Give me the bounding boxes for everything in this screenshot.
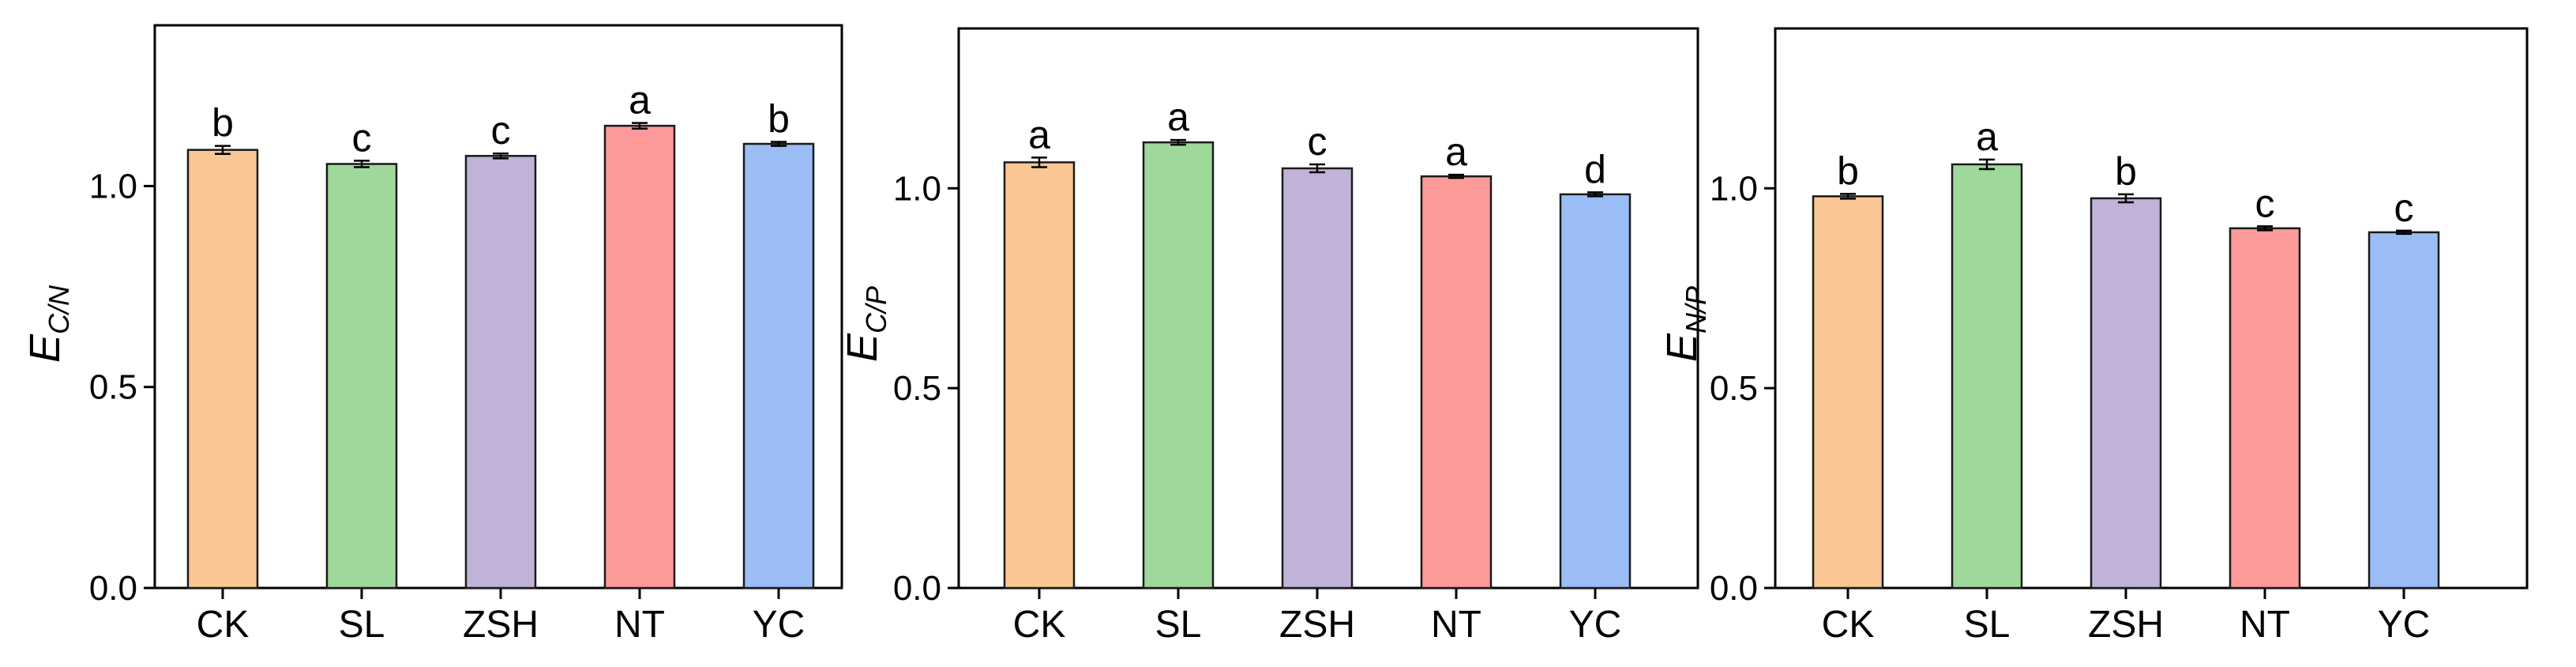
x-tick-label-sl: SL xyxy=(1964,604,2011,646)
y-tick-label: 0.0 xyxy=(893,569,941,608)
significance-label-yc: c xyxy=(2394,186,2414,230)
error-bar-sl xyxy=(1170,138,1186,146)
y-tick-label: 1.0 xyxy=(89,167,137,205)
significance-label-zsh: c xyxy=(491,108,511,153)
chart-panel-1: 0.0 0.5 1.0 b CK c SL c ZSH a NT b YC EC/N xyxy=(21,24,843,646)
y-tick-label: 0.5 xyxy=(89,368,137,407)
bar-yc xyxy=(1559,193,1632,590)
x-tick-label-sl: SL xyxy=(1155,604,1202,646)
y-axis-title: EN/P xyxy=(1658,286,1712,362)
significance-label-nt: a xyxy=(629,78,651,122)
bar-zsh xyxy=(1281,167,1354,590)
x-tick-label-sl: SL xyxy=(339,604,385,646)
error-bar-nt xyxy=(2257,225,2273,232)
error-bar-zsh xyxy=(1309,163,1325,174)
significance-label-zsh: b xyxy=(2115,149,2137,194)
error-bar-ck xyxy=(215,145,231,155)
y-axis-title-main: E xyxy=(839,333,886,362)
x-tick-label-ck: CK xyxy=(197,604,250,646)
y-tick-label: 0.5 xyxy=(1710,369,1758,408)
significance-label-nt: c xyxy=(2255,181,2275,225)
x-tick-label-zsh: ZSH xyxy=(2088,604,2164,646)
bar-sl xyxy=(325,163,398,590)
x-tick-label-ck: CK xyxy=(1013,604,1066,646)
error-bar-yc xyxy=(1587,191,1603,198)
error-bar-yc xyxy=(771,141,787,147)
chart-panel-3: 0.0 0.5 1.0 b CK a SL b ZSH c NT c YC EN/P xyxy=(1658,27,2529,646)
y-tick-label: 0.0 xyxy=(1710,569,1758,608)
x-tick-label-nt: NT xyxy=(1431,604,1481,646)
y-axis-title-main: E xyxy=(21,334,69,363)
bar-sl xyxy=(1142,141,1215,590)
bar-yc xyxy=(2368,231,2440,590)
bar-nt xyxy=(1420,175,1493,590)
x-tick-label-zsh: ZSH xyxy=(463,604,539,646)
error-bar-nt xyxy=(632,122,648,130)
significance-label-ck: b xyxy=(212,101,234,145)
significance-label-yc: d xyxy=(1584,147,1606,191)
bar-ck xyxy=(186,149,259,590)
significance-label-yc: b xyxy=(768,96,790,141)
y-axis-title-main: E xyxy=(1658,333,1706,362)
y-tick-label: 1.0 xyxy=(893,169,941,208)
bar-sl xyxy=(1951,163,2023,590)
bar-nt xyxy=(2229,227,2301,590)
y-axis-title-subscript: C/P xyxy=(860,286,892,334)
y-tick-label: 0.0 xyxy=(89,569,137,608)
bar-yc xyxy=(742,142,815,590)
error-bar-zsh xyxy=(2118,193,2134,204)
significance-label-zsh: c xyxy=(1308,119,1327,164)
y-axis-title-subscript: C/N xyxy=(43,285,75,334)
error-bar-sl xyxy=(1979,158,1995,171)
chart-panel-2: 0.0 0.5 1.0 a CK a SL c ZSH a NT d YC EC/P xyxy=(839,27,1699,646)
bar-zsh xyxy=(2090,197,2162,590)
x-tick-label-nt: NT xyxy=(2240,604,2290,646)
x-tick-label-yc: YC xyxy=(1569,604,1622,646)
y-axis-title-subscript: N/P xyxy=(1680,286,1712,334)
x-tick-label-yc: YC xyxy=(2378,604,2431,646)
x-tick-label-zsh: ZSH xyxy=(1279,604,1355,646)
x-tick-label-ck: CK xyxy=(1822,604,1875,646)
y-axis-title: EC/N xyxy=(21,285,75,363)
significance-label-nt: a xyxy=(1445,130,1467,174)
significance-label-ck: a xyxy=(1028,112,1050,156)
significance-label-sl: a xyxy=(1167,95,1189,139)
bar-ck xyxy=(1003,161,1076,590)
significance-label-ck: b xyxy=(1837,149,1859,193)
bar-nt xyxy=(603,124,676,590)
error-bar-sl xyxy=(354,160,370,168)
error-bar-zsh xyxy=(493,152,509,160)
x-tick-label-yc: YC xyxy=(753,604,805,646)
bar-zsh xyxy=(464,155,537,590)
y-tick-label: 1.0 xyxy=(1710,169,1758,208)
x-tick-label-nt: NT xyxy=(614,604,665,646)
y-axis-title: EC/P xyxy=(839,286,892,362)
y-tick-label: 0.5 xyxy=(893,369,941,408)
significance-label-sl: a xyxy=(1976,115,1998,159)
error-bar-ck xyxy=(1840,193,1856,200)
error-bar-yc xyxy=(2396,229,2412,236)
error-bar-nt xyxy=(1448,173,1464,179)
bar-ck xyxy=(1812,195,1884,590)
significance-label-sl: c xyxy=(352,115,372,160)
error-bar-ck xyxy=(1031,156,1047,168)
